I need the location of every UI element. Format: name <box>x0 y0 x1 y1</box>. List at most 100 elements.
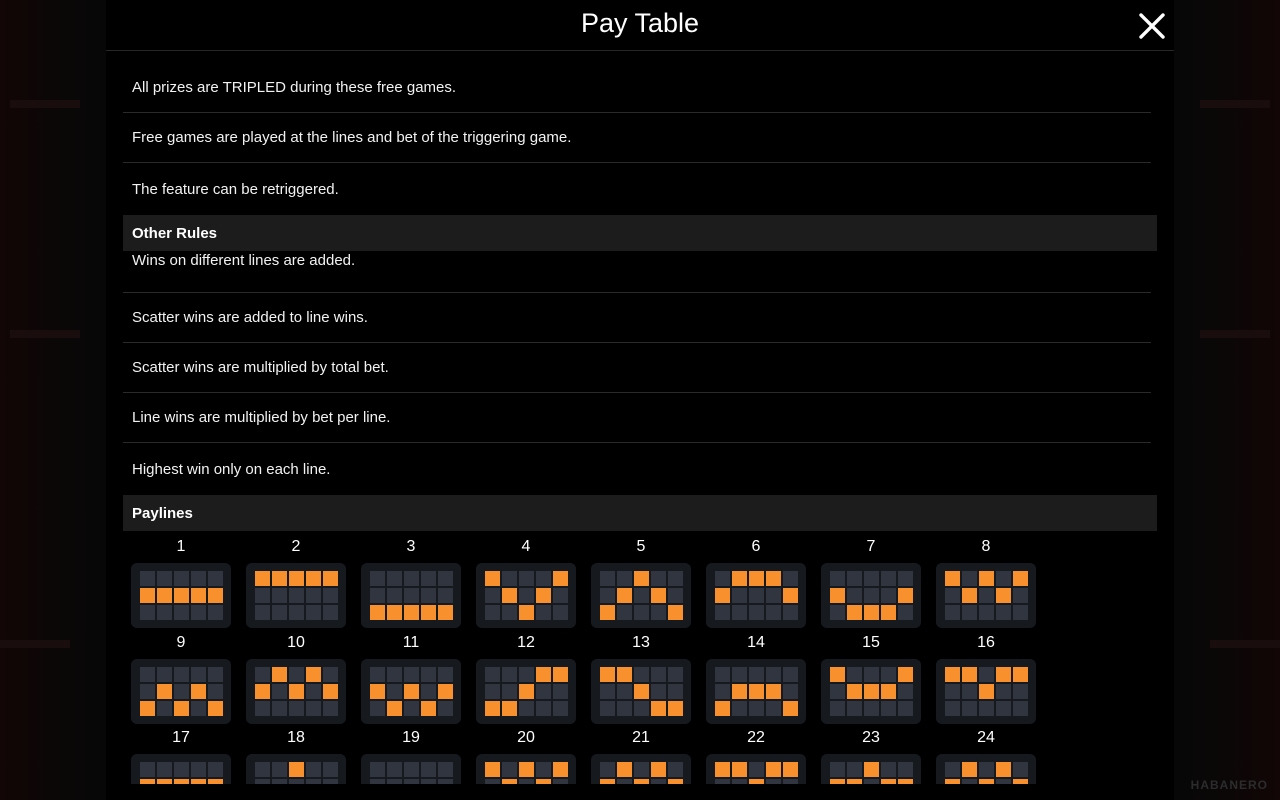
payline-cell-active <box>518 762 534 777</box>
payline-cell-active <box>667 779 683 784</box>
background-decoration <box>1200 330 1270 338</box>
payline-cell <box>552 779 568 784</box>
payline-cell <box>863 588 879 603</box>
payline-cell <box>305 700 321 716</box>
payline-cell-active <box>386 605 402 620</box>
payline-diagram <box>591 658 691 724</box>
payline-cell-active <box>897 588 913 603</box>
payline-cell <box>173 762 189 777</box>
section-heading-other-rules: Other Rules <box>123 215 1157 251</box>
payline-cell <box>369 588 385 603</box>
payline-cell-active <box>978 571 994 586</box>
rule-text: Highest win only on each line. <box>132 460 331 478</box>
payline-cell <box>386 683 402 699</box>
payline-cell <box>829 605 845 620</box>
payline-number: 4 <box>521 538 531 555</box>
payline-cell <box>765 588 781 603</box>
payline-number: 20 <box>517 729 535 746</box>
payline-cell-active <box>846 605 862 620</box>
payline-cell-active <box>254 683 270 699</box>
payline-cell-active <box>190 683 206 699</box>
payline-cell <box>288 605 304 620</box>
payline-cell-active <box>667 605 683 620</box>
payline-cell-active <box>437 605 453 620</box>
payline-cell <box>880 700 896 716</box>
payline-24: 24 <box>936 728 1036 784</box>
payline-cell-active <box>1012 666 1028 682</box>
payline-cell <box>1012 683 1028 699</box>
payline-cell <box>322 779 338 784</box>
payline-cell-active <box>173 779 189 784</box>
payline-cell <box>420 588 436 603</box>
payline-cell <box>1012 700 1028 716</box>
payline-cell <box>484 683 500 699</box>
payline-1: 1 <box>131 537 231 628</box>
payline-cell-active <box>403 605 419 620</box>
background-decoration <box>10 330 80 338</box>
payline-cell <box>880 571 896 586</box>
payline-cell <box>863 700 879 716</box>
payline-diagram <box>476 658 576 724</box>
payline-cell <box>139 762 155 777</box>
payline-cell <box>846 571 862 586</box>
payline-cell <box>484 588 500 603</box>
header: Pay Table <box>106 0 1174 51</box>
payline-cell <box>254 779 270 784</box>
payline-cell-active <box>322 683 338 699</box>
payline-cell-active <box>863 605 879 620</box>
payline-cell <box>714 683 730 699</box>
payline-cell <box>633 605 649 620</box>
payline-cell <box>437 571 453 586</box>
close-button[interactable] <box>1136 10 1168 42</box>
payline-cell-active <box>650 762 666 777</box>
payline-cell-active <box>846 779 862 784</box>
payline-cell <box>535 571 551 586</box>
payline-cell <box>944 762 960 777</box>
payline-cell <box>369 779 385 784</box>
payline-cell <box>437 762 453 777</box>
rule-text: Line wins are multiplied by bet per line… <box>123 393 1151 443</box>
payline-cell-active <box>633 571 649 586</box>
payline-cell-active <box>271 666 287 682</box>
close-icon <box>1139 13 1165 39</box>
payline-diagram <box>131 754 231 784</box>
payline-cell <box>782 779 798 784</box>
payline-cell-active <box>863 683 879 699</box>
payline-cell <box>518 588 534 603</box>
payline-cell <box>897 762 913 777</box>
payline-cell <box>386 779 402 784</box>
payline-cell-active <box>173 700 189 716</box>
payline-21: 21 <box>591 728 691 784</box>
payline-cell <box>156 762 172 777</box>
payline-cell <box>880 762 896 777</box>
payline-cell <box>765 605 781 620</box>
payline-cell-active <box>616 762 632 777</box>
payline-cell <box>978 762 994 777</box>
payline-cell <box>207 683 223 699</box>
payline-cell <box>731 779 747 784</box>
payline-cell <box>190 700 206 716</box>
payline-cell <box>254 700 270 716</box>
payline-cell <box>782 666 798 682</box>
payline-number: 15 <box>862 633 880 651</box>
payline-cell <box>190 571 206 586</box>
payline-cell-active <box>288 571 304 586</box>
payline-cell <box>501 683 517 699</box>
payline-cell-active <box>995 762 1011 777</box>
payline-cell <box>173 571 189 586</box>
payline-cell <box>322 605 338 620</box>
payline-cell <box>748 605 764 620</box>
payline-19: 19 <box>361 728 461 784</box>
payline-cell-active <box>897 666 913 682</box>
payline-cell <box>846 700 862 716</box>
payline-cell <box>271 700 287 716</box>
payline-diagram <box>706 658 806 724</box>
payline-cell <box>633 588 649 603</box>
payline-cell-active <box>535 779 551 784</box>
payline-cell <box>139 666 155 682</box>
payline-cell <box>599 762 615 777</box>
payline-cell <box>288 779 304 784</box>
payline-number: 14 <box>747 633 765 651</box>
payline-9: 9 <box>131 633 231 724</box>
payline-cell <box>599 700 615 716</box>
